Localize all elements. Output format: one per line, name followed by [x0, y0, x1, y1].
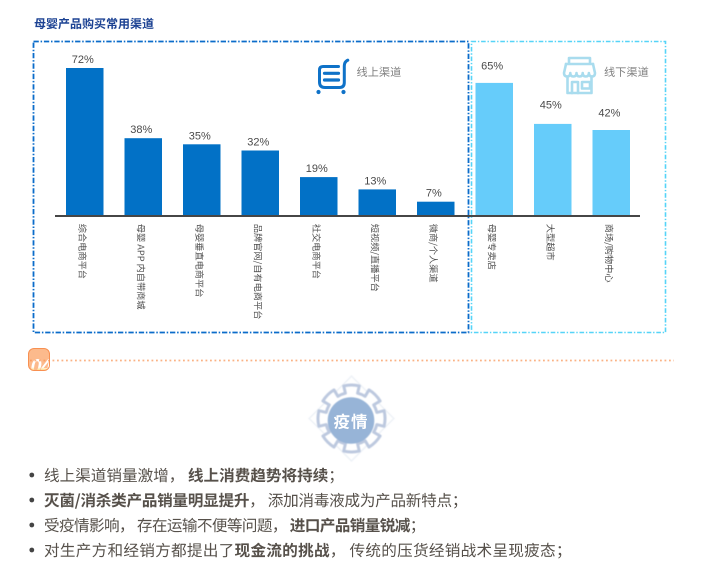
svg-text:45%: 45%: [540, 100, 562, 112]
svg-text:19%: 19%: [306, 163, 328, 175]
svg-text:7%: 7%: [426, 188, 442, 200]
svg-text:72%: 72%: [72, 54, 94, 66]
svg-text:13%: 13%: [364, 175, 386, 187]
svg-text:65%: 65%: [481, 61, 503, 73]
svg-text:35%: 35%: [189, 130, 211, 142]
svg-text:38%: 38%: [130, 124, 152, 136]
svg-text:42%: 42%: [598, 108, 620, 120]
svg-text:32%: 32%: [247, 137, 269, 149]
